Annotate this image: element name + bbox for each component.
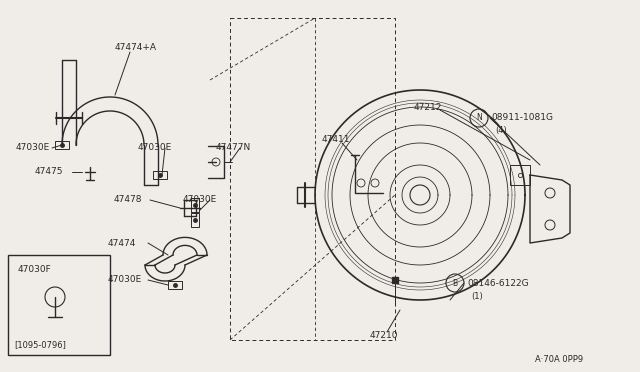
Text: (1): (1) [471,292,483,301]
Text: B: B [452,279,458,288]
Text: 47030F: 47030F [18,266,52,275]
Text: (4): (4) [495,126,507,135]
Text: 47477N: 47477N [216,144,252,153]
Text: 47030E: 47030E [108,276,142,285]
Text: N: N [476,113,482,122]
Bar [168,281,182,289]
Text: 47474: 47474 [108,238,136,247]
Text: 47030E: 47030E [16,144,51,153]
Text: 47475: 47475 [35,167,63,176]
Text: 47478: 47478 [114,196,143,205]
Bar [191,213,199,227]
Text: 08911-1081G: 08911-1081G [491,113,553,122]
Bar [8,255,110,355]
Text: 47474+A: 47474+A [115,44,157,52]
Bar [153,171,167,179]
Text: 47212: 47212 [414,103,442,112]
Bar [510,165,530,185]
Text: 47411: 47411 [322,135,351,144]
Text: 47030E: 47030E [183,196,217,205]
Text: 47210: 47210 [370,330,399,340]
Text: 47030E: 47030E [138,144,172,153]
Text: 08146-6122G: 08146-6122G [467,279,529,288]
Text: A·70A 0PP9: A·70A 0PP9 [535,356,583,365]
Bar [55,141,69,149]
Text: [1095-0796]: [1095-0796] [14,340,66,350]
